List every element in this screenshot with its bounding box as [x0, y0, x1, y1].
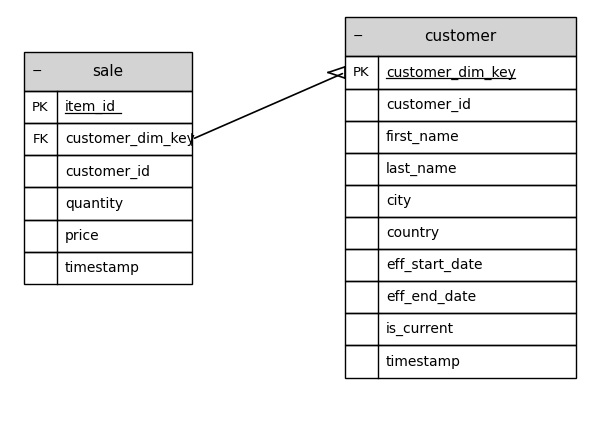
Bar [24, 252, 192, 284]
Bar [24, 155, 192, 187]
Text: timestamp: timestamp [65, 261, 140, 275]
Bar [345, 56, 576, 89]
Text: last_name: last_name [386, 162, 457, 176]
Text: eff_start_date: eff_start_date [386, 258, 482, 272]
Bar [345, 313, 576, 345]
Bar [24, 52, 192, 91]
Bar [24, 155, 192, 187]
Bar [345, 17, 576, 56]
Text: customer_dim_key: customer_dim_key [65, 132, 194, 146]
Text: PK: PK [353, 66, 370, 79]
Bar [345, 249, 576, 281]
Text: sale: sale [92, 64, 124, 79]
Bar [345, 345, 576, 378]
Bar [345, 153, 576, 185]
Bar [24, 91, 192, 123]
Text: price: price [65, 229, 100, 243]
Text: customer_dim_key: customer_dim_key [386, 66, 515, 79]
Bar [24, 187, 192, 220]
Bar [345, 121, 576, 153]
Bar [345, 56, 576, 89]
Text: −: − [353, 30, 363, 43]
Text: FK: FK [32, 133, 49, 146]
Bar [345, 345, 576, 378]
Text: timestamp: timestamp [386, 355, 461, 368]
Bar [24, 252, 192, 284]
Bar [24, 123, 192, 155]
Text: item_id: item_id [65, 100, 116, 114]
Bar [24, 52, 192, 91]
Text: eff_end_date: eff_end_date [386, 290, 476, 304]
Text: customer: customer [424, 30, 497, 44]
Bar [24, 220, 192, 252]
Text: customer_id: customer_id [386, 98, 471, 112]
Bar [345, 121, 576, 153]
Text: quantity: quantity [65, 197, 123, 210]
Text: first_name: first_name [386, 130, 460, 144]
Bar [24, 123, 192, 155]
Bar [345, 313, 576, 345]
Bar [345, 281, 576, 313]
Text: customer_id: customer_id [65, 164, 150, 178]
Text: city: city [386, 194, 411, 208]
Bar [24, 220, 192, 252]
Bar [345, 153, 576, 185]
Text: is_current: is_current [386, 322, 454, 336]
Text: −: − [32, 65, 42, 78]
Bar [345, 89, 576, 121]
Bar [345, 217, 576, 249]
Bar [345, 281, 576, 313]
Bar [345, 249, 576, 281]
Bar [345, 17, 576, 56]
Bar [345, 185, 576, 217]
Bar [345, 89, 576, 121]
Bar [24, 187, 192, 220]
Text: PK: PK [32, 101, 49, 114]
Bar [345, 217, 576, 249]
Bar [345, 185, 576, 217]
Text: country: country [386, 226, 439, 240]
Bar [24, 91, 192, 123]
